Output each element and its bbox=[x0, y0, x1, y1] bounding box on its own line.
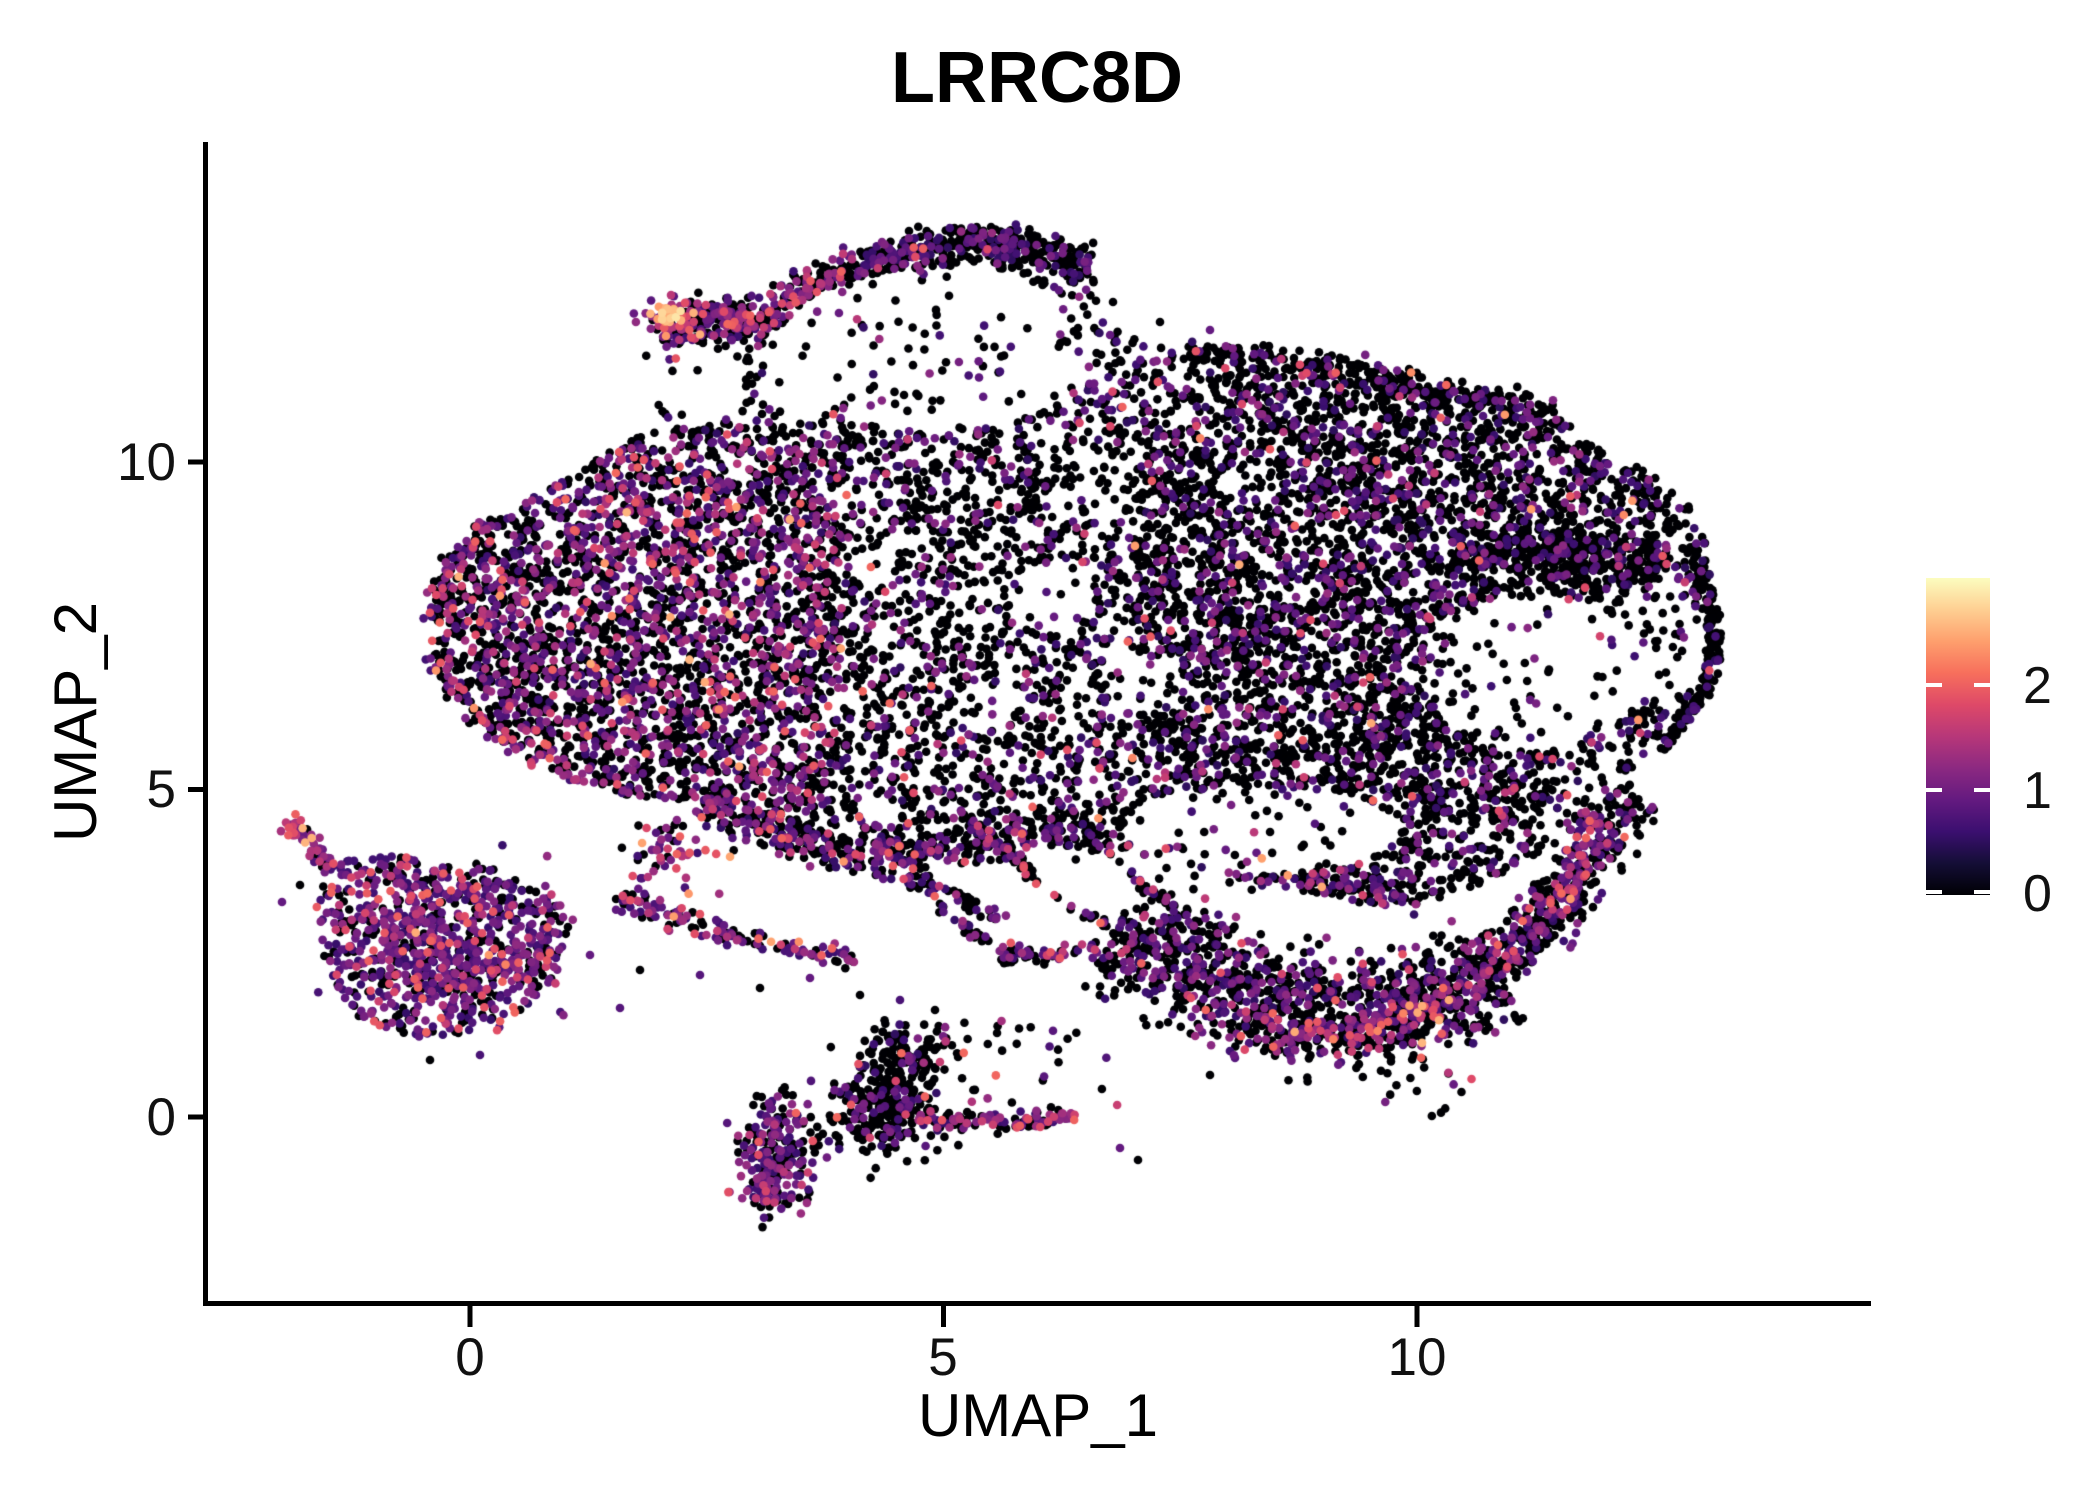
svg-text:0: 0 bbox=[147, 1088, 176, 1147]
svg-text:10: 10 bbox=[1388, 1328, 1447, 1387]
svg-text:0: 0 bbox=[2023, 865, 2052, 923]
svg-text:UMAP_2: UMAP_2 bbox=[42, 602, 109, 842]
svg-text:2: 2 bbox=[2023, 657, 2052, 715]
svg-text:0: 0 bbox=[455, 1328, 484, 1387]
svg-text:UMAP_1: UMAP_1 bbox=[918, 1382, 1158, 1449]
svg-text:1: 1 bbox=[2023, 762, 2052, 820]
svg-text:LRRC8D: LRRC8D bbox=[891, 38, 1183, 118]
svg-text:5: 5 bbox=[147, 760, 176, 819]
svg-text:10: 10 bbox=[117, 433, 176, 492]
svg-text:5: 5 bbox=[928, 1328, 957, 1387]
